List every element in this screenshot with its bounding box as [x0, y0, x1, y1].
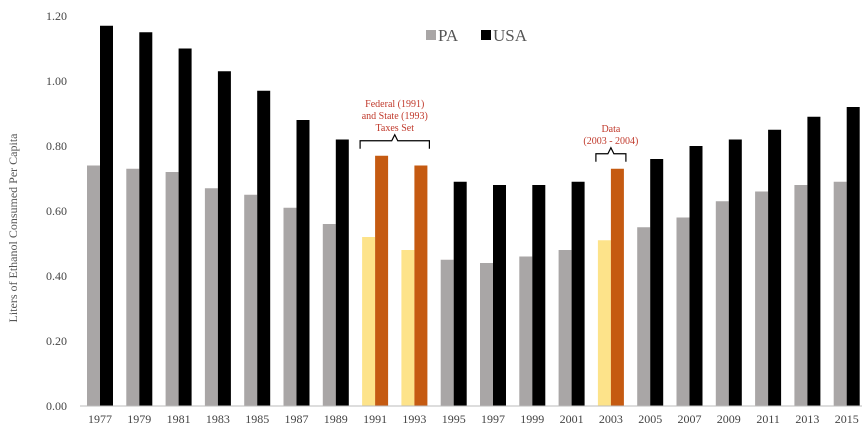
- bar-usa-2001: [571, 181, 585, 406]
- annotation-bracket-data: [595, 146, 627, 162]
- y-tick-label: 0.00: [46, 399, 67, 413]
- annotation-text-data: Data: [601, 124, 620, 135]
- bar-usa-2015: [846, 107, 860, 406]
- annotation-text-taxes: Federal (1991): [365, 99, 424, 110]
- bar-usa-1977: [100, 25, 113, 406]
- legend-label-usa: USA: [493, 26, 528, 45]
- legend-label-pa: PA: [438, 26, 459, 45]
- y-tick-label: 0.80: [46, 139, 67, 153]
- bar-pa-2005: [637, 227, 651, 406]
- bar-pa-2003: [597, 240, 611, 406]
- x-tick-label: 1981: [167, 412, 191, 426]
- legend-swatch-pa: [426, 30, 436, 40]
- bar-pa-2009: [715, 201, 729, 406]
- annotation-text-taxes: and State (1993): [362, 111, 428, 122]
- bar-pa-2015: [833, 181, 847, 406]
- x-tick-label: 1979: [127, 412, 151, 426]
- x-tick-label: 2007: [678, 412, 702, 426]
- x-tick-label: 2015: [835, 412, 859, 426]
- annotation-bracket-taxes: [359, 133, 430, 149]
- bar-usa-1993: [414, 165, 428, 406]
- bar-usa-1997: [493, 185, 506, 406]
- x-tick-label: 1999: [520, 412, 544, 426]
- legend: PA USA: [426, 26, 528, 45]
- bars: [87, 25, 860, 406]
- annotation-text-taxes: Taxes Set: [376, 123, 415, 134]
- x-tick-label: 2011: [756, 412, 780, 426]
- bar-pa-2013: [794, 185, 808, 406]
- bar-usa-1979: [139, 32, 153, 406]
- y-tick-label: 1.20: [46, 9, 67, 23]
- x-axis-ticks: 1977 1979 1981 1983 1985 1987 1989 1991 1993 1995…: [88, 412, 859, 426]
- bar-usa-1989: [335, 139, 349, 406]
- x-tick-label: 1991: [363, 412, 387, 426]
- x-tick-label: 2005: [638, 412, 662, 426]
- bar-usa-2013: [807, 116, 821, 406]
- bar-pa-2001: [558, 250, 572, 406]
- bar-usa-2005: [650, 159, 664, 406]
- bar-usa-1991: [375, 155, 389, 406]
- x-tick-label: 1989: [324, 412, 348, 426]
- x-tick-label: 1997: [481, 412, 505, 426]
- bar-pa-2011: [755, 191, 769, 406]
- x-tick-label: 2001: [560, 412, 584, 426]
- bar-pa-1985: [244, 194, 258, 406]
- bar-pa-1991: [362, 237, 376, 406]
- bar-pa-1983: [204, 188, 218, 406]
- bar-usa-1985: [257, 90, 271, 406]
- x-tick-label: 1983: [206, 412, 230, 426]
- y-tick-label: 0.60: [46, 204, 67, 218]
- bar-usa-2003: [610, 168, 624, 406]
- bar-pa-2007: [676, 217, 690, 406]
- bar-usa-1981: [178, 48, 192, 406]
- bar-pa-1997: [480, 263, 493, 406]
- bar-pa-1999: [519, 256, 533, 406]
- bar-usa-1995: [453, 181, 467, 406]
- bar-usa-1999: [532, 185, 546, 406]
- bar-pa-1977: [87, 165, 100, 406]
- x-tick-label: 2009: [717, 412, 741, 426]
- x-tick-label: 2013: [795, 412, 819, 426]
- y-tick-label: 0.40: [46, 269, 67, 283]
- y-axis-label: Liters of Ethanol Consumed Per Capita: [6, 133, 20, 323]
- bar-usa-2009: [728, 139, 742, 406]
- bar-usa-2011: [768, 129, 782, 406]
- x-tick-label: 1993: [402, 412, 426, 426]
- bar-usa-1987: [296, 120, 310, 406]
- y-axis-ticks: 0.00 0.20 0.40 0.60 0.80 1.00 1.20: [46, 9, 67, 413]
- annotation-text-data: (2003 - 2004): [583, 136, 638, 147]
- bar-pa-1987: [283, 207, 297, 406]
- bar-pa-1989: [322, 224, 336, 406]
- legend-swatch-usa: [481, 30, 491, 40]
- bar-pa-1979: [126, 168, 140, 406]
- x-tick-label: 2003: [599, 412, 623, 426]
- annotations: Federal (1991)and State (1993)Taxes Set D…: [359, 99, 638, 162]
- bar-pa-1981: [165, 172, 179, 406]
- bar-usa-2007: [689, 146, 703, 406]
- x-tick-label: 1995: [442, 412, 466, 426]
- x-tick-label: 1977: [88, 412, 112, 426]
- y-tick-label: 0.20: [46, 334, 67, 348]
- x-tick-label: 1985: [245, 412, 269, 426]
- bar-pa-1995: [440, 259, 454, 406]
- bar-usa-1983: [217, 71, 231, 406]
- bar-pa-1993: [401, 250, 415, 406]
- y-tick-label: 1.00: [46, 74, 67, 88]
- x-tick-label: 1987: [285, 412, 309, 426]
